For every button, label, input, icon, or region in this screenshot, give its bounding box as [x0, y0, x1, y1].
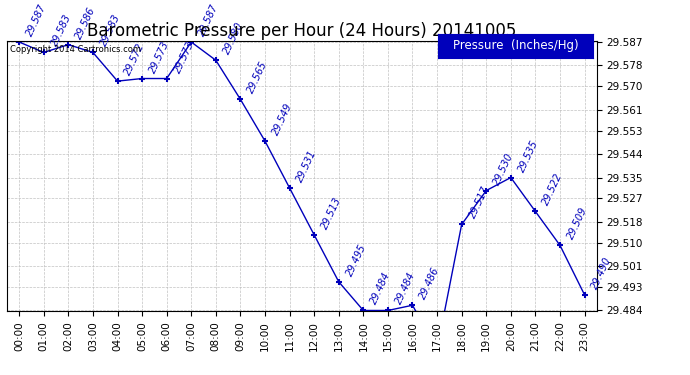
- Text: 29.490: 29.490: [590, 255, 613, 291]
- Text: 29.573: 29.573: [148, 39, 171, 74]
- Text: 29.530: 29.530: [492, 151, 515, 186]
- Text: 29.587: 29.587: [25, 3, 48, 38]
- Text: 29.573: 29.573: [172, 39, 196, 74]
- Text: 29.517: 29.517: [467, 185, 491, 220]
- Text: 29.484: 29.484: [369, 271, 393, 306]
- Text: 29.583: 29.583: [99, 13, 122, 48]
- Text: 29.495: 29.495: [344, 242, 368, 278]
- Text: Copyright 2014 Cartronics.com: Copyright 2014 Cartronics.com: [10, 45, 141, 54]
- Text: 29.509: 29.509: [566, 206, 589, 241]
- Text: 29.469: 29.469: [0, 374, 1, 375]
- Text: 29.587: 29.587: [197, 3, 220, 38]
- Text: 29.580: 29.580: [221, 21, 245, 56]
- Title: Barometric Pressure per Hour (24 Hours) 20141005: Barometric Pressure per Hour (24 Hours) …: [87, 22, 517, 40]
- Text: 29.535: 29.535: [516, 138, 540, 173]
- Text: 29.484: 29.484: [393, 271, 417, 306]
- Text: Pressure  (Inches/Hg): Pressure (Inches/Hg): [453, 39, 579, 53]
- Text: 29.565: 29.565: [246, 60, 270, 95]
- Text: 29.586: 29.586: [74, 5, 97, 40]
- Text: 29.513: 29.513: [319, 195, 344, 231]
- Text: 29.531: 29.531: [295, 148, 319, 184]
- Text: 29.572: 29.572: [123, 42, 147, 77]
- Text: 29.522: 29.522: [541, 172, 564, 207]
- Text: 29.486: 29.486: [418, 266, 442, 301]
- Text: 29.549: 29.549: [270, 102, 294, 137]
- Text: 29.583: 29.583: [49, 13, 73, 48]
